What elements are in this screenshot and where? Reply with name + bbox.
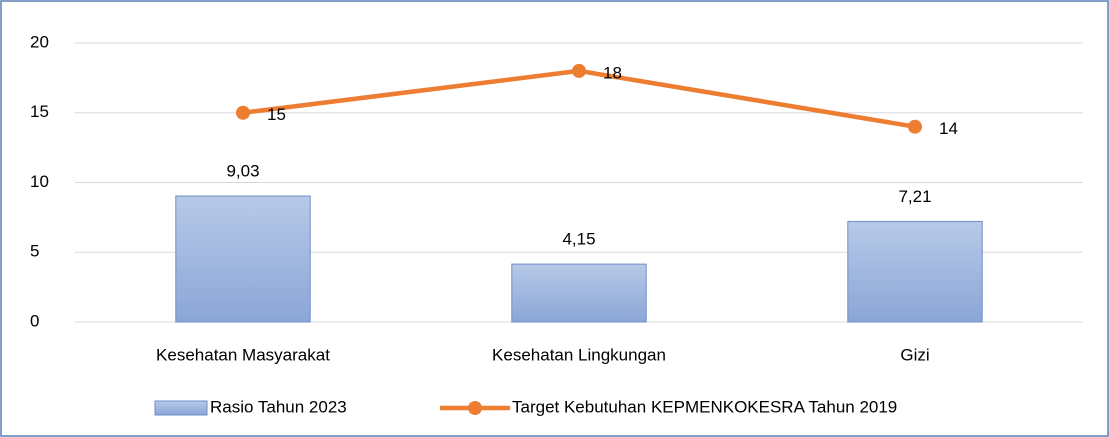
y-tick-label: 10 (30, 172, 49, 191)
data-label: 9,03 (226, 162, 259, 181)
x-tick-label: Gizi (900, 345, 929, 364)
y-tick-label: 0 (30, 311, 39, 330)
bar (511, 263, 647, 323)
line-marker (236, 105, 250, 120)
y-tick-label: 5 (30, 242, 39, 261)
legend-marker (468, 401, 482, 415)
x-tick-label: Kesehatan Lingkungan (492, 345, 666, 364)
legend-label: Rasio Tahun 2023 (210, 397, 347, 416)
y-tick-label: 20 (30, 32, 49, 51)
data-label: 15 (267, 105, 286, 124)
data-label: 14 (939, 119, 958, 138)
y-tick-label: 15 (30, 102, 49, 121)
line-marker (908, 119, 922, 134)
data-label: 18 (603, 63, 622, 82)
line-marker (572, 63, 586, 78)
legend-swatch (154, 400, 208, 416)
data-label: 7,21 (898, 187, 931, 206)
legend-label: Target Kebutuhan KEPMENKOKESRA Tahun 201… (512, 397, 897, 416)
bar (847, 220, 983, 323)
bar (175, 195, 311, 323)
data-label: 4,15 (562, 230, 595, 249)
x-tick-label: Kesehatan Masyarakat (156, 345, 330, 364)
